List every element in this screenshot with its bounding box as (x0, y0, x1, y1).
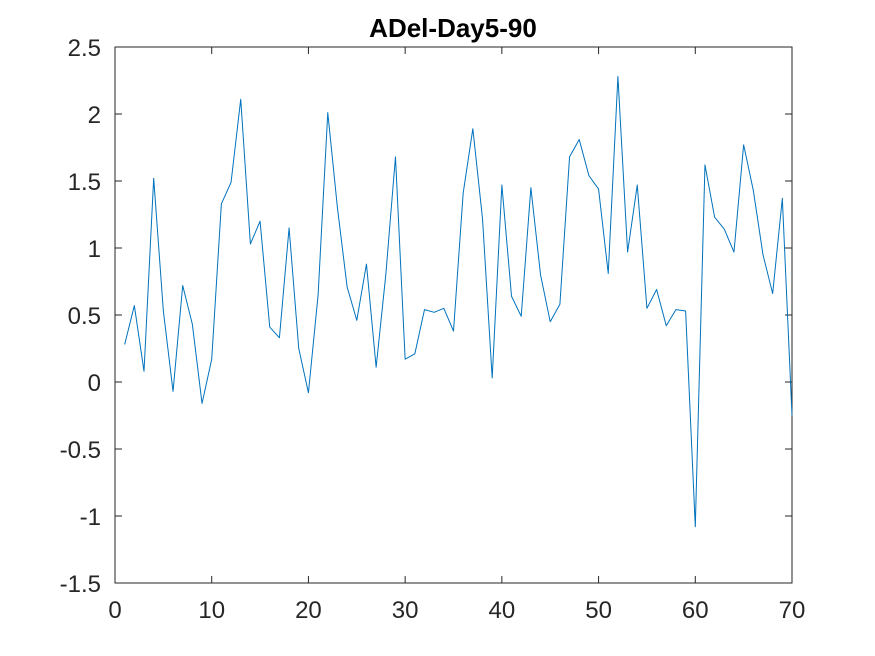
x-tick-label: 60 (682, 597, 709, 624)
x-tick-label: 20 (295, 597, 322, 624)
x-tick-label: 40 (489, 597, 516, 624)
y-tick-label: 2 (88, 102, 101, 129)
y-tick-label: 2.5 (68, 35, 101, 62)
y-tick-label: -1.5 (60, 571, 101, 598)
plot-box (114, 46, 793, 584)
y-tick-label: -1 (80, 504, 101, 531)
x-tick-label: 30 (392, 597, 419, 624)
y-tick-label: 0.5 (68, 303, 101, 330)
x-tick-label: 50 (585, 597, 612, 624)
x-tick-label: 70 (779, 597, 806, 624)
axis-tick-labels: 0 10 20 30 40 50 60 70 -1.5 -1 -0.5 0 0.5 1 1.5 2 2.5 (60, 35, 806, 624)
axes-frame (114, 46, 793, 584)
y-tick-label: 1.5 (68, 169, 101, 196)
series-line (124, 75, 793, 528)
data-series (124, 75, 793, 528)
y-tick-label: 1 (88, 236, 101, 263)
axis-ticks (114, 46, 793, 584)
chart-title: ADel-Day5-90 (369, 13, 537, 43)
x-tick-label: 10 (198, 597, 225, 624)
y-tick-label: -0.5 (60, 437, 101, 464)
x-tick-label: 0 (108, 597, 121, 624)
y-tick-label: 0 (88, 370, 101, 397)
